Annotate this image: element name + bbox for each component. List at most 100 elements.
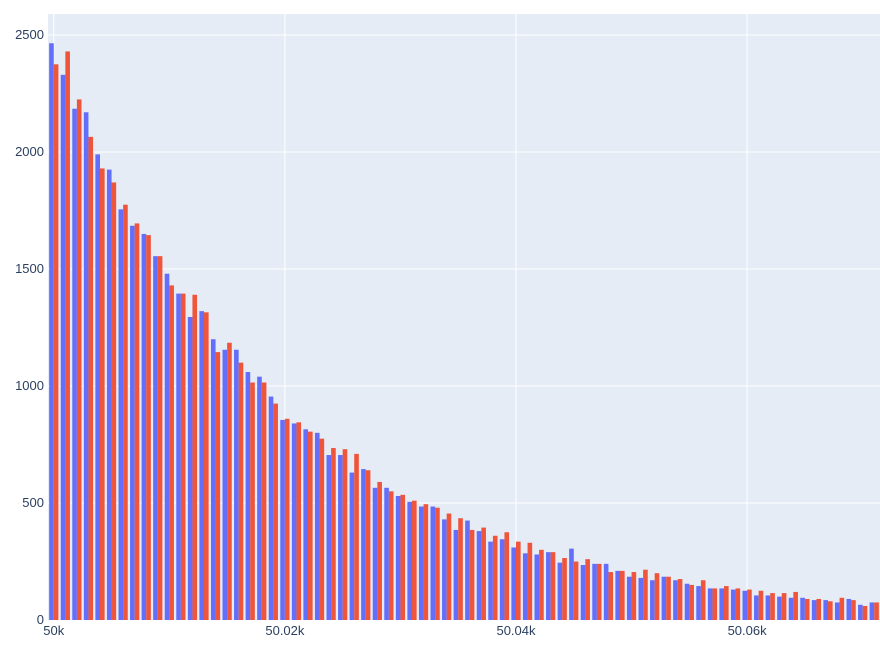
y-tick-label: 1500 [15, 261, 44, 276]
bar-series-b [781, 593, 787, 620]
bar-series-a [707, 588, 713, 620]
bar-series-b [458, 518, 463, 620]
bar-series-a [234, 349, 239, 620]
y-tick-label: 2500 [15, 27, 44, 42]
x-tick-label: 50.04k [496, 623, 536, 638]
x-axis-ticks: 50k 50.02k 50.04k 50.06k [43, 623, 767, 638]
bar-series-a [418, 506, 424, 620]
bar-series-a [372, 487, 378, 620]
bar-series-a [60, 74, 66, 620]
bar-series-b [192, 294, 198, 620]
y-axis-ticks: 0 500 1000 1500 2000 2500 [15, 27, 44, 627]
bar-series-a [811, 600, 817, 620]
y-tick-label: 1000 [15, 378, 44, 393]
bar-series-a [846, 598, 852, 620]
bar-series-a [164, 273, 170, 620]
bar-series-b [435, 507, 440, 620]
bar-series-a [823, 600, 828, 620]
bar-series-a [210, 339, 216, 620]
bar-series-b [504, 532, 510, 620]
bar-series-a [834, 602, 840, 620]
bar-series-b [296, 422, 302, 620]
bar-series-b [100, 168, 105, 620]
bar-series-a [442, 519, 447, 620]
bar-series-b [342, 449, 348, 620]
bar-series-b [874, 602, 879, 620]
bar-series-a [673, 580, 678, 620]
bar-series-a [361, 469, 366, 620]
bar-series-b [539, 549, 544, 620]
bar-series-b [654, 573, 660, 620]
bar-series-b [88, 136, 94, 621]
bar-series-b [261, 382, 267, 620]
bar-series-a [580, 565, 586, 620]
bar-series-a [626, 576, 632, 620]
bar-series-b [111, 182, 117, 620]
bar-series-a [280, 419, 285, 620]
bar-series-a [765, 595, 771, 620]
bar-series-b [643, 569, 648, 620]
bar-series-a [118, 209, 124, 620]
bar-series-a [199, 311, 204, 620]
bar-series-a [349, 472, 355, 620]
bar-series-b [735, 588, 741, 620]
bar-series-a [499, 539, 505, 620]
bar-series-b [828, 601, 833, 620]
bar-series-a [557, 562, 563, 620]
bar-series-b [724, 586, 729, 620]
bar-series-a [730, 589, 736, 620]
bar-series-b [238, 362, 244, 620]
bar-series-a [130, 225, 135, 621]
bar-series-b [862, 605, 868, 620]
bar-series-b [700, 580, 706, 620]
bar-series-a [696, 586, 701, 620]
bar-series-a [522, 553, 528, 620]
bar-series-b [562, 557, 567, 620]
bar-series-b [146, 235, 151, 621]
bar-series-b [76, 99, 82, 620]
bar-series-b [573, 561, 579, 620]
bar-series-b [677, 579, 683, 620]
bar-series-b [550, 552, 556, 620]
bar-series-a [534, 554, 540, 620]
bar-series-a [777, 596, 782, 620]
bar-series-b [620, 570, 625, 620]
bar-series-b [631, 572, 637, 620]
bar-series-a [141, 233, 147, 620]
plot-background [48, 14, 880, 620]
bar-series-a [684, 583, 690, 620]
bar-series-a [592, 563, 597, 620]
bar-series-a [303, 429, 308, 620]
bar-series-b [481, 527, 486, 620]
y-tick-label: 500 [22, 495, 44, 510]
bar-series-a [176, 293, 181, 620]
bar-series-b [689, 584, 694, 620]
bar-series-b [793, 591, 798, 620]
bar-series-a [407, 501, 412, 620]
bar-series-a [569, 548, 574, 620]
bar-series-b [169, 285, 174, 620]
bar-series-b [527, 542, 533, 620]
bar-series-b [851, 600, 856, 620]
bar-series-a [268, 396, 274, 620]
bar-series-b [388, 491, 394, 620]
bar-series-a [719, 588, 724, 620]
bar-series-b [666, 576, 671, 620]
bar-series-b [412, 500, 417, 620]
bar-series-a [395, 495, 401, 620]
x-tick-label: 50.06k [728, 623, 768, 638]
bar-series-a [800, 597, 805, 620]
y-tick-label: 2000 [15, 144, 44, 159]
bar-series-b [446, 513, 452, 620]
bar-series-a [511, 547, 516, 620]
bar-series-a [476, 531, 482, 620]
bar-series-b [377, 481, 382, 620]
bar-series-a [661, 576, 667, 620]
bar-series-a [222, 349, 228, 620]
bar-series-a [257, 376, 262, 620]
bar-series-a [858, 604, 863, 620]
bar-series-a [465, 520, 470, 620]
bar-series-b [400, 494, 406, 620]
bar-series-b [273, 403, 278, 620]
